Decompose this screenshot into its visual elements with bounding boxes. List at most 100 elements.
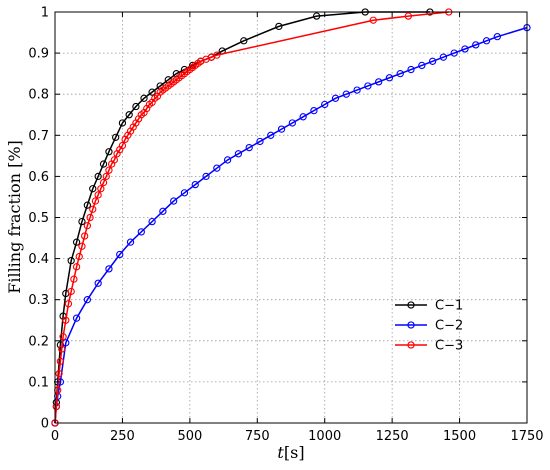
y-tick-label: 1	[41, 6, 49, 21]
legend-label: C−3	[435, 339, 463, 354]
y-tick-label: 0.4	[28, 252, 49, 267]
data-point	[125, 111, 133, 119]
x-tick-label: 750	[245, 429, 270, 444]
data-point	[116, 250, 124, 259]
data-point	[213, 164, 221, 172]
data-point	[202, 172, 210, 181]
data-point	[70, 275, 78, 283]
legend-marker	[407, 341, 415, 349]
data-point	[55, 370, 63, 378]
data-point	[191, 180, 199, 189]
legend-marker	[407, 321, 415, 329]
x-tick-label: 0	[51, 429, 59, 444]
data-point	[132, 102, 140, 111]
data-point	[407, 65, 415, 74]
y-tick-label: 0.2	[28, 334, 49, 349]
data-point	[94, 191, 102, 199]
legend: C−1 C−2 C−3	[395, 299, 463, 354]
y-tick-label: 0.9	[28, 47, 49, 62]
x-tick-label: 250	[110, 429, 135, 444]
legend-item: C−3	[395, 339, 463, 354]
y-tick-label: 0	[41, 417, 49, 432]
data-point	[277, 125, 286, 133]
data-point	[62, 316, 70, 324]
data-point	[72, 238, 81, 246]
data-point	[83, 222, 92, 230]
series-line	[54, 26, 528, 424]
data-point	[64, 300, 73, 308]
x-tick-label: 1250	[376, 429, 409, 444]
data-point	[385, 74, 394, 82]
data-point	[148, 88, 156, 96]
data-point	[404, 12, 412, 20]
data-point	[353, 86, 361, 94]
data-point	[99, 178, 108, 187]
data-point	[72, 263, 81, 271]
data-point	[91, 197, 100, 205]
data-point	[126, 238, 135, 246]
data-point	[461, 45, 469, 53]
y-tick-label: 0.1	[28, 375, 49, 390]
data-point	[331, 94, 340, 102]
data-point	[364, 82, 372, 90]
axis-ticks: 0 250 500 750 1000 1250 1500 1750 0 0.1 0.2 0.3 0.4 0…	[28, 6, 543, 445]
data-point	[94, 279, 102, 287]
legend-label: C−2	[435, 319, 463, 334]
data-point	[418, 61, 426, 70]
data-point	[396, 70, 404, 78]
data-point	[428, 57, 437, 65]
data-point	[105, 265, 113, 273]
legend-item: C−2	[395, 319, 463, 334]
legend-marker	[407, 301, 415, 309]
data-point	[240, 37, 248, 45]
legend-label: C−1	[435, 299, 463, 314]
data-point	[234, 150, 243, 158]
y-tick-label: 0.3	[28, 293, 49, 308]
data-point	[94, 172, 102, 181]
data-point	[67, 287, 75, 296]
series-line	[54, 11, 449, 424]
y-tick-label: 0.7	[28, 129, 49, 144]
data-point	[148, 217, 156, 226]
data-point	[118, 119, 127, 127]
data-point	[267, 131, 275, 139]
data-point	[75, 252, 83, 261]
legend-item: C−1	[395, 299, 463, 314]
y-tick-label: 0.6	[28, 170, 49, 185]
data-point	[180, 189, 189, 197]
data-point	[140, 94, 148, 102]
data-point	[78, 242, 86, 250]
data-point	[83, 296, 92, 304]
data-point	[137, 228, 145, 236]
data-point	[81, 232, 89, 240]
data-point	[321, 100, 329, 109]
data-point	[275, 22, 283, 31]
data-point	[58, 345, 66, 353]
data-point	[97, 185, 105, 193]
x-tick-label: 500	[177, 429, 202, 444]
data-point	[78, 217, 86, 226]
data-point	[67, 257, 75, 265]
data-point	[288, 119, 296, 127]
y-tick-label: 0.8	[28, 88, 49, 103]
data-point	[99, 160, 108, 168]
data-point	[170, 197, 178, 205]
x-tick-label: 1750	[510, 429, 543, 444]
data-point	[472, 41, 480, 49]
x-tick-label: 1500	[443, 429, 476, 444]
data-point	[493, 33, 501, 41]
data-point	[59, 333, 67, 341]
data-point	[256, 137, 264, 146]
data-point	[83, 201, 92, 209]
data-point	[72, 314, 81, 322]
data-point	[310, 106, 318, 115]
x-axis-label: t[s]	[277, 443, 304, 462]
data-point	[105, 166, 113, 174]
grid-lines	[55, 12, 527, 423]
data-point	[223, 156, 232, 164]
data-point	[369, 16, 377, 24]
data-point	[299, 113, 307, 121]
data-point	[439, 53, 448, 61]
data-point	[312, 12, 321, 20]
